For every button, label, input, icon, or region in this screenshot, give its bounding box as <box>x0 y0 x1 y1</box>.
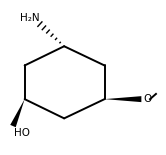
Text: H₂N: H₂N <box>20 13 39 23</box>
Polygon shape <box>105 96 141 102</box>
Polygon shape <box>10 99 25 127</box>
Text: HO: HO <box>14 128 30 137</box>
Text: O: O <box>143 94 151 104</box>
